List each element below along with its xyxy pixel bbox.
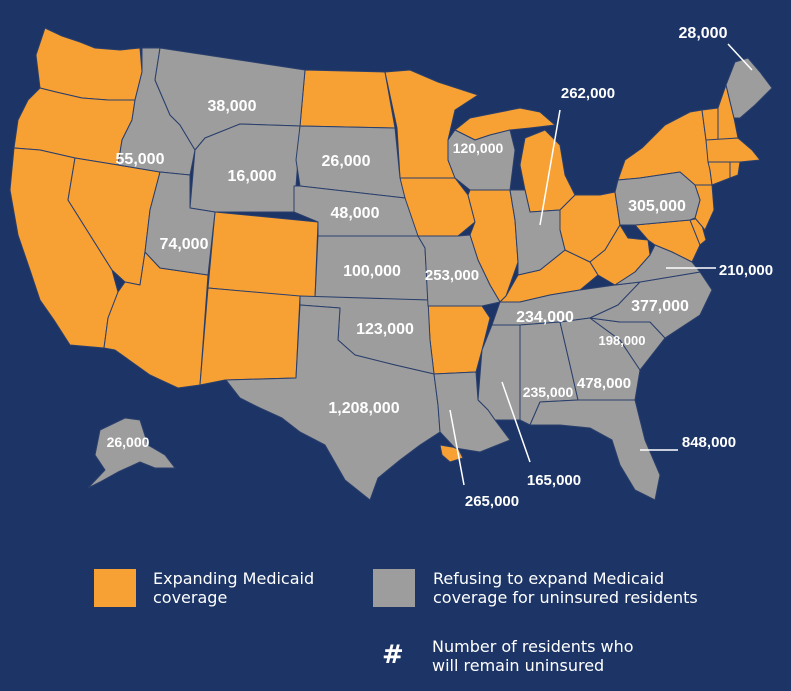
label-virginia: 210,000 (719, 262, 773, 279)
leader-mississippi (501, 381, 531, 463)
label-idaho: 55,000 (116, 151, 165, 168)
state-louisiana (433, 371, 511, 453)
label-oklahoma: 123,000 (356, 321, 414, 338)
state-new-mexico (199, 287, 301, 386)
state-north-dakota (299, 69, 396, 129)
state-indiana (509, 189, 566, 276)
state-alaska (87, 417, 176, 489)
legend-expanding-text: Expanding Medicaid coverage (153, 569, 315, 607)
state-florida (529, 399, 661, 501)
label-florida: 848,000 (682, 434, 736, 451)
state-new-hampshire (717, 84, 739, 141)
state-rhode-island (729, 161, 741, 179)
label-wyoming: 16,000 (228, 168, 277, 185)
label-tennessee: 234,000 (516, 309, 574, 326)
label-mississippi: 165,000 (527, 472, 581, 489)
label-nebraska: 48,000 (331, 205, 380, 222)
state-connecticut (707, 161, 731, 186)
label-michigan-wisconsin: 262,000 (561, 85, 615, 102)
state-north-carolina (589, 271, 713, 339)
label-utah: 74,000 (160, 236, 209, 253)
label-south-carolina: 198,000 (599, 333, 646, 348)
legend-swatch-expanding (94, 569, 136, 607)
legend-refusing-text: Refusing to expand Medicaid coverage for… (433, 569, 698, 607)
label-pennsylvania: 305,000 (628, 198, 686, 215)
label-south-dakota: 26,000 (322, 153, 371, 170)
state-massachusetts (705, 137, 761, 163)
state-washington (35, 27, 143, 101)
legend-number-text: Number of residents who will remain unin… (432, 637, 634, 675)
state-utah (144, 171, 216, 276)
label-alaska: 26,000 (107, 434, 150, 450)
state-pennsylvania (614, 171, 701, 226)
label-georgia: 478,000 (577, 375, 631, 392)
legend-number-symbol: # (382, 640, 404, 670)
legend-swatch-refusing (373, 569, 415, 607)
state-missouri (417, 234, 501, 307)
label-texas: 1,208,000 (328, 400, 399, 417)
label-missouri: 253,000 (425, 267, 479, 284)
leader-maine (727, 43, 753, 71)
label-maine: 28,000 (679, 25, 728, 42)
state-texas (225, 304, 441, 501)
label-kansas: 100,000 (343, 263, 401, 280)
leader-michigan (539, 109, 561, 226)
label-louisiana: 265,000 (465, 493, 519, 510)
label-montana: 38,000 (208, 98, 257, 115)
label-wisconsin: 120,000 (453, 140, 504, 156)
state-michigan-lower (519, 129, 576, 213)
state-colorado (207, 211, 319, 299)
label-north-carolina: 377,000 (631, 298, 689, 315)
state-maine (725, 57, 773, 119)
leader-louisiana (449, 409, 465, 486)
state-wisconsin (447, 129, 516, 191)
label-alabama: 235,000 (523, 384, 574, 400)
state-virginia (614, 244, 701, 286)
